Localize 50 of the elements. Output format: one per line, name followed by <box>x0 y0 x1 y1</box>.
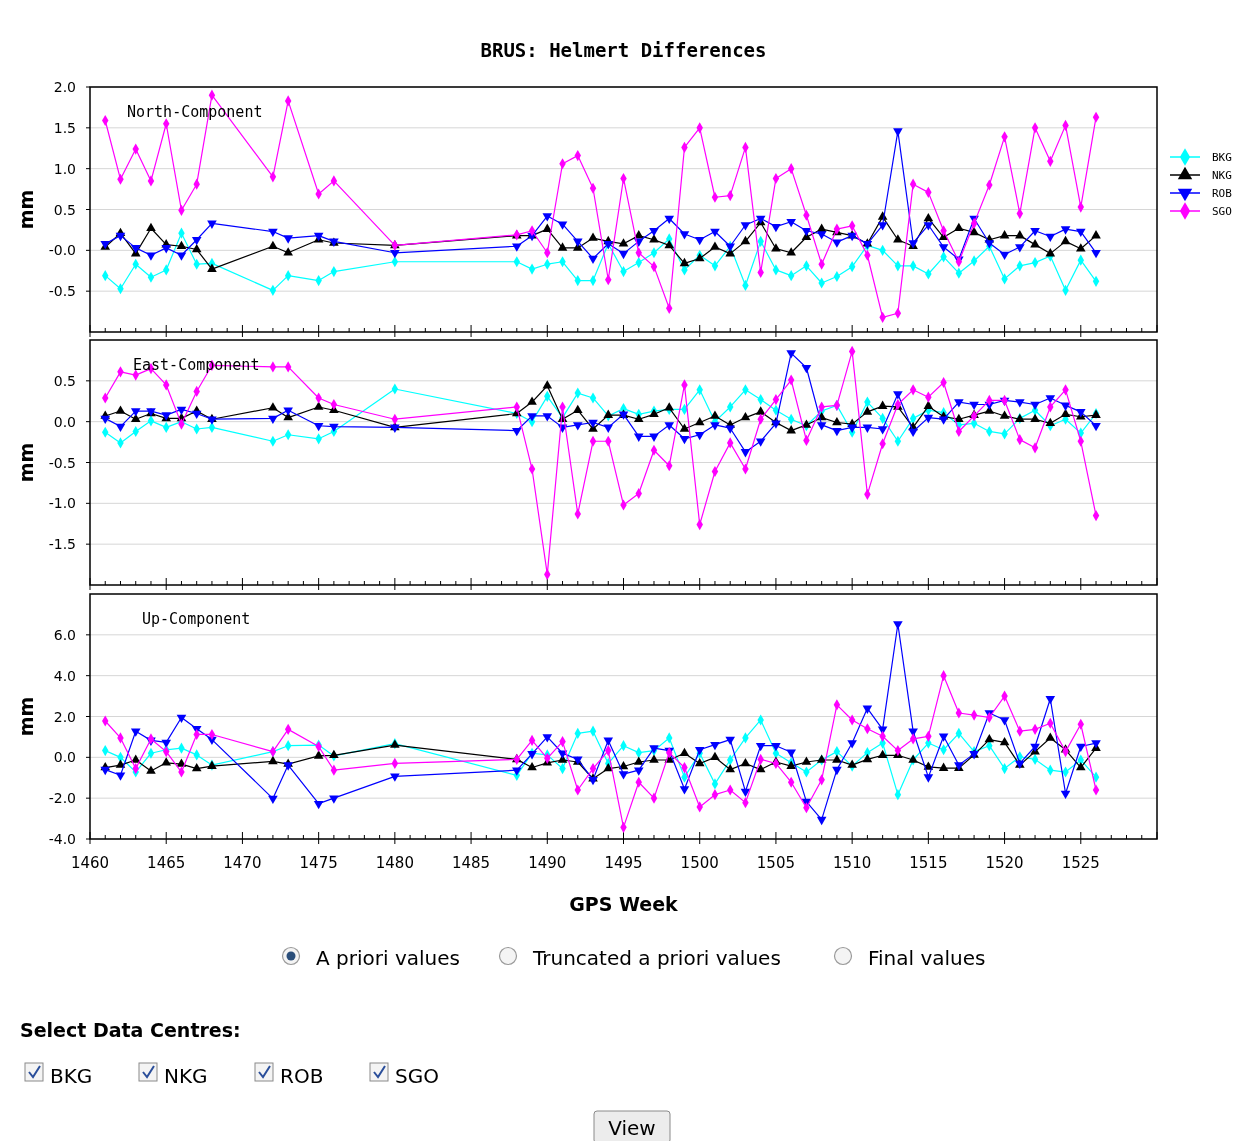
y-tick-label: 1.5 <box>53 119 76 136</box>
y-axis-title: mm <box>15 189 37 230</box>
x-tick-label: 1495 <box>604 854 643 872</box>
text: SGO <box>395 1064 439 1088</box>
x-tick-label: 1480 <box>375 854 414 872</box>
x-tick-label: 1490 <box>528 854 567 872</box>
text: Final values <box>868 946 986 970</box>
chart-title: BRUS: Helmert Differences <box>480 39 767 61</box>
text: View <box>608 1116 656 1140</box>
legend-label: BKG <box>1212 151 1232 164</box>
legend-label: ROB <box>1212 187 1233 200</box>
text: A priori values <box>316 946 460 970</box>
y-tick-label: -0.0 <box>48 242 76 259</box>
y-tick-label: 2.0 <box>53 708 76 725</box>
y-tick-label: 0.5 <box>53 372 76 389</box>
x-tick-label: 1475 <box>299 854 338 872</box>
y-axis-title: mm <box>15 696 37 737</box>
y-tick-label: -0.5 <box>48 454 76 471</box>
y-tick-label: 6.0 <box>53 626 76 643</box>
x-tick-label: 1470 <box>223 854 262 872</box>
y-tick-label: 0.0 <box>53 413 76 430</box>
x-tick-label: 1505 <box>756 854 796 872</box>
y-tick-label: 0.5 <box>53 201 76 218</box>
x-tick-label: 1465 <box>147 854 186 872</box>
y-tick-label: -1.5 <box>48 536 76 553</box>
y-tick-label: -2.0 <box>48 790 76 807</box>
x-tick-label: 1515 <box>909 854 948 872</box>
x-tick-label: 1460 <box>70 854 110 872</box>
text: BKG <box>50 1064 93 1088</box>
y-tick-label: 2.0 <box>53 79 76 95</box>
legend-label: NKG <box>1212 169 1232 182</box>
legend-label: SGO <box>1212 205 1232 218</box>
text: NKG <box>164 1064 208 1088</box>
y-tick-label: -4.0 <box>48 831 76 847</box>
y-tick-label: 4.0 <box>53 667 76 684</box>
y-tick-label: -0.5 <box>48 283 76 300</box>
x-tick-label: 1485 <box>451 854 491 872</box>
y-tick-label: 1.0 <box>53 160 76 177</box>
x-tick-label: 1520 <box>985 854 1024 872</box>
x-tick-label: 1525 <box>1061 854 1100 872</box>
x-axis-title: GPS Week <box>569 893 679 915</box>
y-tick-label: 0.0 <box>53 749 76 766</box>
y-tick-label: -1.0 <box>48 495 76 512</box>
annotation: Up-Component <box>142 610 251 628</box>
x-tick-label: 1500 <box>680 854 719 872</box>
text: ROB <box>280 1064 324 1088</box>
y-axis-title: mm <box>15 442 37 483</box>
x-tick-label: 1510 <box>833 854 872 872</box>
text: Select Data Centres: <box>20 1019 241 1041</box>
text: Truncated a priori values <box>532 946 781 970</box>
